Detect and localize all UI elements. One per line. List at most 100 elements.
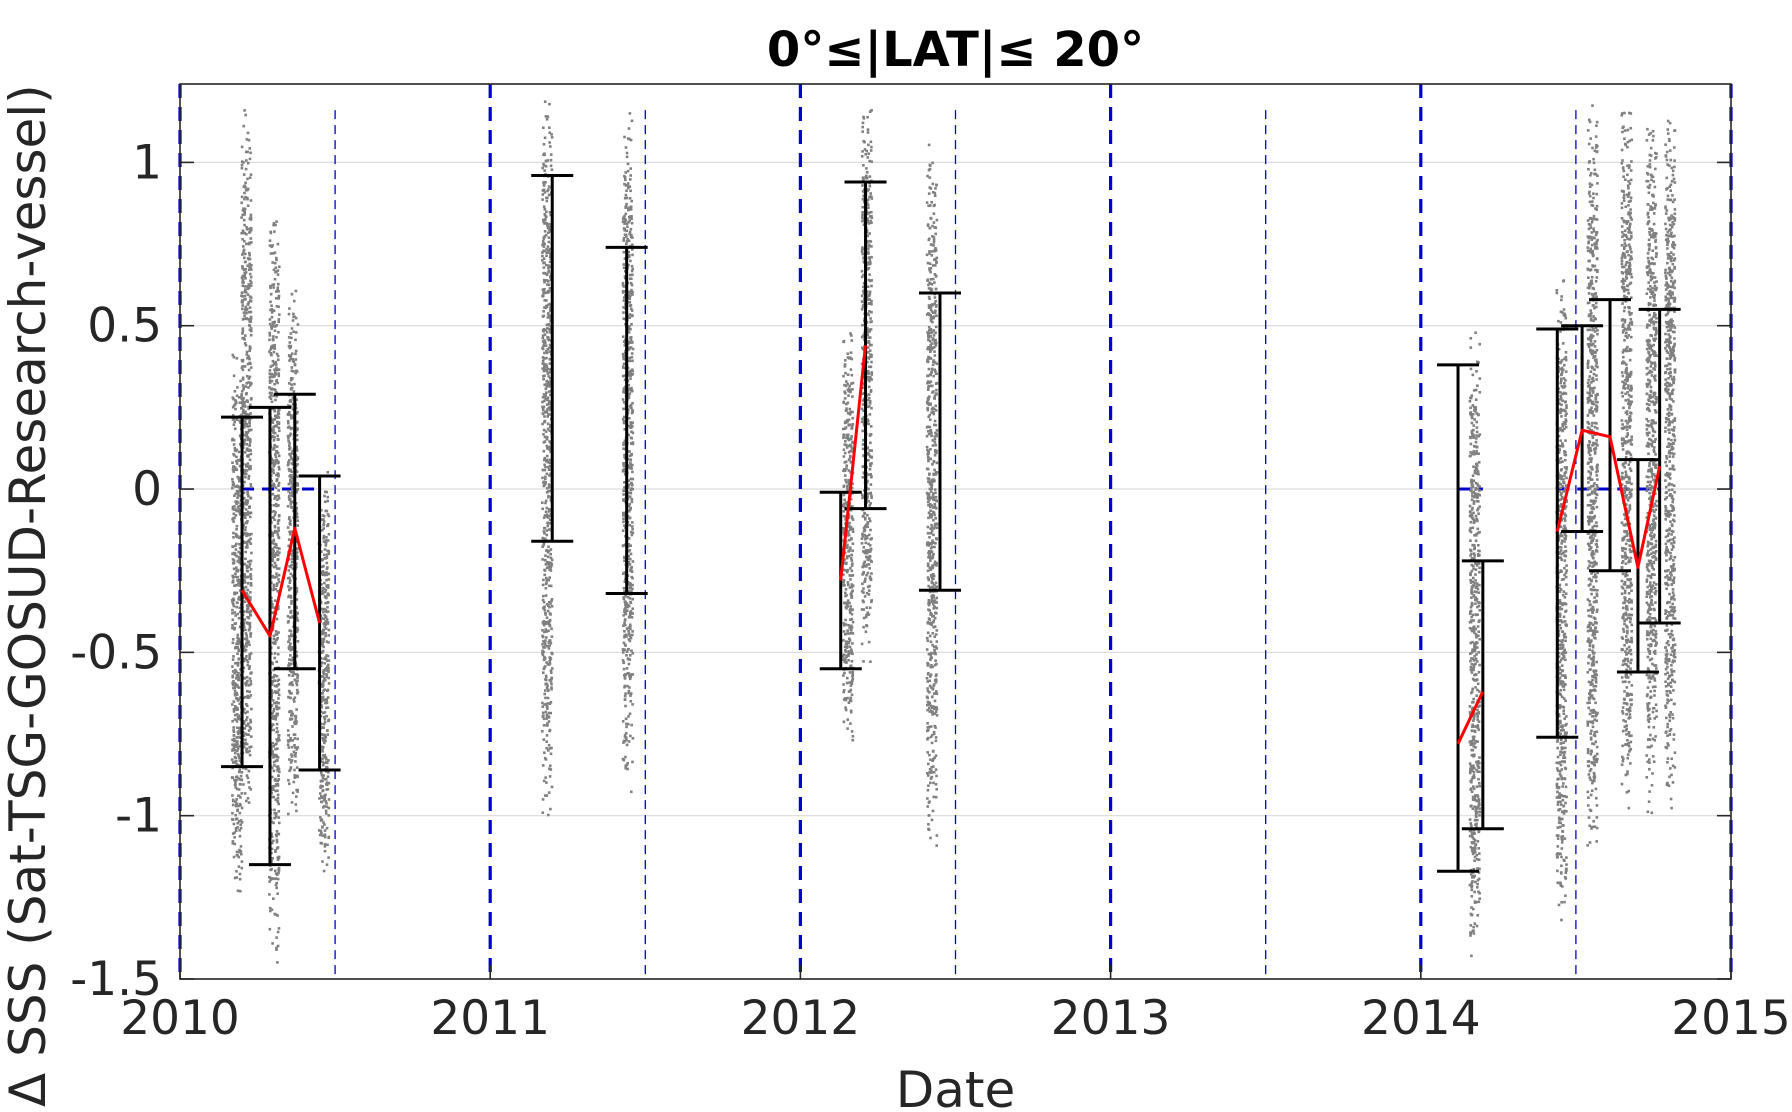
sample-point — [237, 558, 241, 562]
sample-point — [290, 646, 294, 649]
sample-point — [623, 621, 626, 625]
sample-point — [270, 400, 274, 404]
sample-point — [847, 394, 850, 397]
sample-point — [231, 418, 235, 421]
sample-point — [848, 525, 851, 528]
sample-point — [868, 159, 871, 163]
sample-point — [275, 838, 279, 842]
sample-point — [546, 460, 550, 464]
sample-point — [862, 660, 865, 663]
sample-point — [242, 623, 246, 627]
sample-point — [269, 375, 272, 378]
sample-point — [866, 131, 870, 134]
sample-point — [289, 398, 292, 402]
sample-point — [243, 677, 246, 680]
sample-point — [273, 816, 276, 820]
sample-point — [320, 774, 324, 777]
sample-point — [627, 433, 630, 437]
sample-point — [844, 515, 847, 518]
sample-point — [246, 588, 249, 592]
sample-point — [325, 706, 328, 710]
sample-point — [249, 327, 253, 330]
sample-point — [276, 286, 280, 289]
sample-point — [244, 344, 248, 347]
sample-point — [542, 433, 545, 436]
sample-point — [244, 657, 247, 660]
sample-point — [626, 657, 630, 660]
sample-point — [325, 572, 328, 575]
sample-point — [272, 728, 275, 732]
sample-point — [542, 594, 545, 598]
sample-point — [248, 448, 251, 452]
sample-point — [232, 512, 236, 516]
sample-point — [275, 270, 278, 273]
sample-point — [541, 412, 545, 415]
sample-point — [849, 605, 852, 608]
sample-point — [322, 715, 326, 719]
sample-point — [622, 299, 626, 302]
sample-point — [847, 532, 850, 536]
sample-point — [235, 775, 239, 778]
sample-point — [546, 707, 549, 710]
sample-point — [275, 754, 279, 757]
sample-point — [627, 689, 631, 693]
sample-point — [545, 382, 548, 386]
sample-point — [237, 550, 240, 554]
sample-point — [294, 331, 298, 334]
sample-point — [235, 528, 238, 531]
sample-point — [290, 714, 293, 717]
sample-point — [625, 722, 628, 726]
sample-point — [623, 735, 627, 739]
sample-point — [870, 284, 873, 288]
sample-point — [321, 632, 325, 636]
sample-point — [626, 182, 630, 185]
sample-point — [845, 433, 848, 437]
sample-point — [289, 609, 293, 613]
sample-point — [293, 721, 296, 724]
sample-point — [866, 220, 869, 224]
sample-point — [621, 352, 625, 356]
sample-point — [248, 424, 251, 428]
sample-point — [248, 272, 252, 276]
sample-point — [244, 475, 247, 479]
sample-point — [233, 671, 236, 675]
sample-point — [242, 388, 245, 391]
sample-point — [290, 717, 294, 721]
sample-point — [288, 494, 291, 498]
sample-point — [293, 382, 296, 386]
sample-point — [630, 423, 633, 426]
sample-point — [541, 629, 544, 632]
sample-point — [842, 493, 846, 497]
sample-point — [274, 414, 278, 417]
sample-point — [274, 461, 277, 464]
sample-point — [295, 512, 298, 516]
sample-point — [628, 232, 631, 236]
sample-point — [248, 665, 251, 668]
sample-point — [626, 603, 630, 607]
sample-point — [870, 600, 873, 604]
sample-point — [869, 279, 872, 283]
sample-point — [545, 199, 549, 203]
sample-point — [627, 127, 631, 130]
sample-point — [244, 500, 247, 504]
sample-point — [244, 410, 247, 413]
sample-point — [273, 443, 276, 447]
sample-point — [628, 537, 631, 540]
sample-point — [548, 644, 551, 647]
sample-point — [868, 413, 872, 416]
sample-point — [273, 701, 276, 705]
sample-point — [622, 420, 626, 423]
sample-point — [243, 422, 247, 426]
sample-point — [274, 361, 278, 365]
sample-point — [547, 303, 550, 307]
sample-point — [274, 325, 277, 328]
sample-point — [627, 221, 630, 224]
sample-point — [327, 667, 330, 670]
sample-point — [274, 913, 278, 916]
sample-point — [291, 407, 295, 411]
sample-point — [293, 737, 297, 740]
sample-point — [867, 152, 870, 155]
sample-point — [295, 720, 298, 723]
sample-point — [246, 293, 250, 296]
sample-point — [276, 273, 280, 276]
